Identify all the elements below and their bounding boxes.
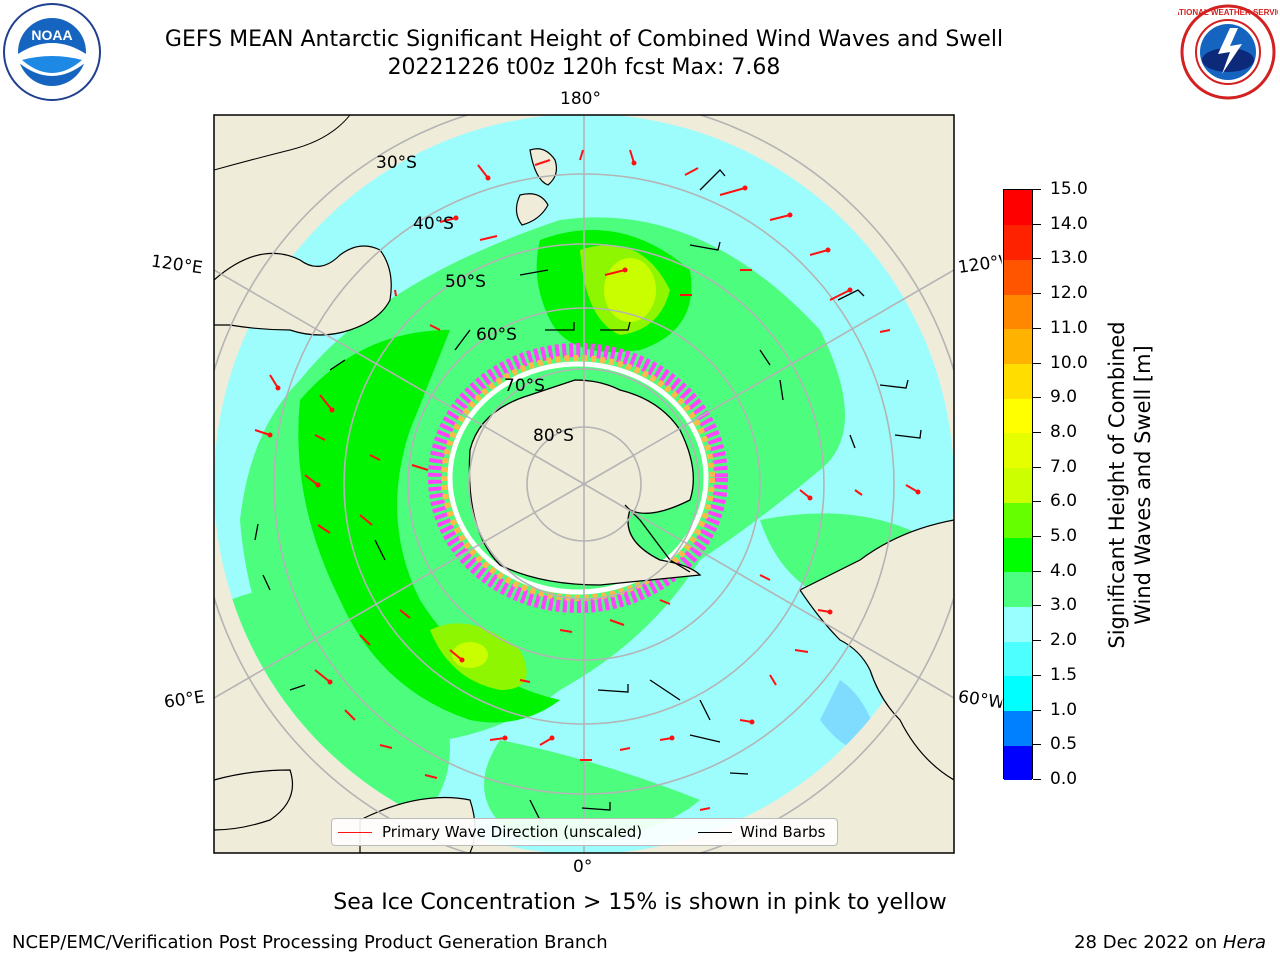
colorbar-segment bbox=[1004, 467, 1032, 503]
colorbar-segment bbox=[1004, 745, 1032, 781]
map-frame bbox=[213, 114, 955, 854]
colorbar-tick bbox=[1033, 431, 1041, 433]
svg-text:NATIONAL WEATHER SERVICE: NATIONAL WEATHER SERVICE bbox=[1178, 8, 1278, 17]
colorbar-segment bbox=[1004, 328, 1032, 365]
colorbar-tick bbox=[1033, 779, 1041, 780]
australia bbox=[214, 245, 392, 336]
colorbar-tick bbox=[1033, 327, 1041, 329]
chart-title: GEFS MEAN Antarctic Significant Height o… bbox=[0, 26, 1168, 82]
lat-label-40: 40°S bbox=[413, 214, 454, 234]
colorbar-tick-label: 1.5 bbox=[1050, 664, 1078, 685]
lat-label-50: 50°S bbox=[445, 272, 486, 292]
colorbar-tick-label: 4.0 bbox=[1050, 560, 1078, 581]
colorbar-tick bbox=[1033, 293, 1041, 295]
colorbar-tick-label: 7.0 bbox=[1050, 456, 1078, 477]
africa bbox=[214, 769, 294, 831]
colorbar-segment bbox=[1004, 675, 1032, 712]
nws-logo: NATIONAL WEATHER SERVICE bbox=[1178, 4, 1278, 100]
colorbar-tick bbox=[1033, 223, 1041, 225]
colorbar-tick-label: 3.0 bbox=[1050, 595, 1078, 616]
colorbar-segment bbox=[1004, 641, 1032, 677]
colorbar-tick-label: 0.5 bbox=[1050, 734, 1078, 755]
colorbar-segment bbox=[1004, 537, 1032, 573]
colorbar-segment bbox=[1004, 710, 1032, 746]
colorbar-tick-label: 2.0 bbox=[1050, 630, 1078, 651]
colorbar-tick bbox=[1033, 189, 1041, 190]
colorbar-segment bbox=[1004, 294, 1032, 330]
wave-arrow-heads bbox=[267, 160, 921, 741]
lat-label-60: 60°S bbox=[476, 325, 517, 345]
south-america bbox=[799, 519, 954, 781]
latitude-labels: 30°S 40°S 50°S 60°S 70°S 80°S bbox=[376, 153, 574, 446]
colorbar-tick-label: 12.0 bbox=[1050, 283, 1088, 304]
colorbar-tick-label: 8.0 bbox=[1050, 421, 1078, 442]
colorbar-tick bbox=[1033, 258, 1041, 260]
graticule bbox=[214, 115, 954, 853]
colorbar-tick-label: 13.0 bbox=[1050, 248, 1088, 269]
colorbar-tick bbox=[1033, 536, 1041, 538]
legend-barb-swatch bbox=[698, 832, 732, 833]
colorbar-tick bbox=[1033, 397, 1041, 399]
colorbar-tick-label: 10.0 bbox=[1050, 352, 1088, 373]
colorbar-tick-label: 14.0 bbox=[1050, 213, 1088, 234]
legend-barb-label: Wind Barbs bbox=[740, 823, 826, 841]
colorbar-segment bbox=[1004, 224, 1032, 260]
colorbar-tick bbox=[1033, 362, 1041, 364]
colorbar-tick bbox=[1033, 570, 1041, 572]
colorbar-title: Significant Height of Combined Wind Wave… bbox=[1104, 235, 1156, 735]
sea-ice-caption: Sea Ice Concentration > 15% is shown in … bbox=[333, 890, 947, 915]
peak-wave-area bbox=[604, 258, 656, 322]
colorbar-segment bbox=[1004, 398, 1032, 434]
colorbar-tick bbox=[1033, 674, 1041, 676]
lon-label-180: 180° bbox=[560, 89, 601, 109]
map-legend: Primary Wave Direction (unscaled) Wind B… bbox=[331, 818, 838, 846]
footer-host: Hera bbox=[1222, 932, 1266, 953]
legend-wave-label: Primary Wave Direction (unscaled) bbox=[382, 823, 643, 841]
lat-label-80: 80°S bbox=[533, 426, 574, 446]
noaa-logo: NOAA bbox=[3, 3, 101, 101]
colorbar-tick bbox=[1033, 640, 1041, 642]
colorbar-tick bbox=[1033, 709, 1041, 711]
colorbar-title-line-2: Wind Waves and Swell [m] bbox=[1131, 345, 1155, 625]
colorbar-segment bbox=[1004, 432, 1032, 469]
footer-date: 28 Dec 2022 on Hera bbox=[1074, 932, 1266, 953]
colorbar-tick-label: 1.0 bbox=[1050, 699, 1078, 720]
colorbar-segment bbox=[1004, 502, 1032, 538]
colorbar-segment bbox=[1004, 363, 1032, 399]
colorbar bbox=[1003, 189, 1033, 781]
colorbar-tick bbox=[1033, 744, 1041, 746]
colorbar-segment bbox=[1004, 190, 1032, 226]
sea-ice-edge bbox=[428, 343, 728, 613]
noaa-logo-text: NOAA bbox=[31, 27, 72, 43]
title-line-1: GEFS MEAN Antarctic Significant Height o… bbox=[164, 27, 1004, 52]
colorbar-tick bbox=[1033, 501, 1041, 503]
colorbar-tick bbox=[1033, 466, 1041, 468]
lat-label-70: 70°S bbox=[504, 376, 545, 396]
colorbar-tick-label: 15.0 bbox=[1050, 179, 1088, 199]
footer-date-text: 28 Dec 2022 on bbox=[1074, 932, 1223, 953]
colorbar-tick-label: 6.0 bbox=[1050, 491, 1078, 512]
footer-credit: NCEP/EMC/Verification Post Processing Pr… bbox=[12, 932, 608, 953]
colorbar-segment bbox=[1004, 606, 1032, 642]
colorbar-title-line-1: Significant Height of Combined bbox=[1105, 321, 1129, 649]
lon-label-0: 0° bbox=[573, 857, 593, 877]
legend-wave-swatch bbox=[338, 832, 372, 833]
colorbar-tick-label: 11.0 bbox=[1050, 317, 1088, 338]
colorbar-tick-label: 0.0 bbox=[1050, 769, 1078, 789]
wind-barbs bbox=[254, 169, 922, 821]
title-line-2: 20221226 t00z 120h fcst Max: 7.68 bbox=[387, 55, 781, 80]
colorbar-tick-label: 5.0 bbox=[1050, 526, 1078, 547]
colorbar-segment bbox=[1004, 571, 1032, 607]
colorbar-tick-label: 9.0 bbox=[1050, 387, 1078, 408]
colorbar-segment bbox=[1004, 259, 1032, 295]
colorbar-tick bbox=[1033, 605, 1041, 607]
lat-label-30: 30°S bbox=[376, 153, 417, 173]
